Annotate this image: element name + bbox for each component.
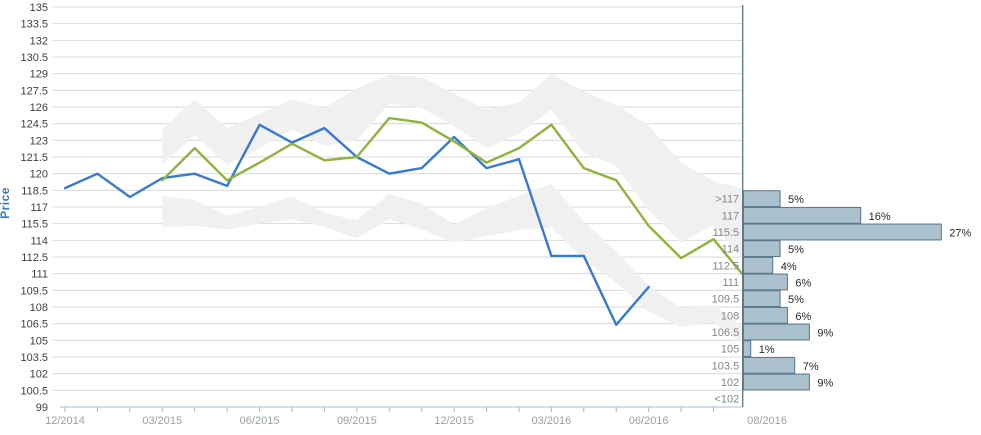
uncertainty-band-lower: [162, 183, 743, 343]
histogram-bar: [742, 223, 942, 241]
histogram-row-label: 106.5: [712, 327, 740, 339]
y-axis-label: 135: [30, 2, 48, 14]
y-axis-label: 126: [30, 102, 48, 114]
y-axis-label: 130.5: [20, 52, 48, 64]
histogram-pct-label: 5%: [788, 244, 804, 256]
x-axis-label: 03/2015: [142, 415, 182, 427]
histogram-bar: [742, 190, 781, 208]
histogram-row-label: 114: [722, 244, 740, 256]
histogram-row-label: 105: [721, 344, 739, 356]
x-axis-label: 09/2015: [337, 415, 377, 427]
y-axis-label: 123: [30, 135, 48, 147]
histogram-bar: [742, 323, 810, 341]
y-axis-label: 129: [30, 69, 48, 81]
histogram-row-label: 102: [721, 377, 739, 389]
histogram-row-label: 103.5: [712, 360, 740, 372]
histogram-pct-label: 6%: [795, 311, 811, 323]
histogram-bar: [742, 240, 781, 258]
histogram-bar: [742, 290, 781, 308]
histogram-pct-label: 1%: [759, 344, 775, 356]
x-axis-label: 06/2015: [240, 415, 280, 427]
y-axis-label: 121.5: [20, 152, 48, 164]
histogram-row-label: 109.5: [712, 294, 740, 306]
histogram-pct-label: 9%: [817, 328, 833, 340]
histogram-pct-label: 6%: [795, 278, 811, 290]
histogram-row-label: 112.5: [712, 260, 739, 272]
y-axis-label: 118.5: [21, 185, 48, 197]
histogram-pct-label: 9%: [817, 378, 833, 390]
histogram-bar: [742, 206, 862, 224]
histogram-bar: [742, 340, 752, 358]
y-axis-label: 115.5: [21, 219, 48, 231]
forecast-date-label: 08/2016: [747, 415, 787, 427]
histogram-bar: [742, 273, 788, 291]
histogram-pct-label: 4%: [781, 261, 797, 273]
histogram-pct-label: 5%: [788, 294, 804, 306]
y-axis-label: 132: [30, 35, 48, 47]
y-axis-title: Price: [0, 187, 12, 219]
y-axis-label: 124.5: [20, 119, 48, 131]
histogram-bar: [742, 356, 796, 374]
y-axis-label: 133.5: [20, 19, 48, 31]
x-axis-label: 12/2015: [434, 415, 474, 427]
y-axis-label: 120: [30, 169, 48, 181]
y-axis-label: 99: [36, 402, 48, 414]
histogram-pct-label: 16%: [869, 211, 891, 223]
x-axis-label: 03/2016: [532, 415, 572, 427]
y-axis-label: 111: [31, 269, 48, 281]
histogram-bar: [742, 256, 774, 274]
y-axis-label: 114: [30, 235, 48, 247]
x-axis-label: 12/2014: [45, 415, 85, 427]
y-axis-label: 105: [30, 335, 48, 347]
histogram-bar: [742, 373, 810, 391]
histogram-row-label: <102: [714, 394, 739, 406]
y-axis-label: 117: [30, 202, 48, 214]
histogram-row-label: >117: [715, 194, 739, 206]
y-axis-label: 102: [30, 369, 48, 381]
y-axis-label: 109.5: [20, 285, 48, 297]
y-axis-label: 112.5: [21, 252, 48, 264]
histogram-pct-label: 27%: [949, 228, 971, 240]
histogram-pct-label: 7%: [803, 361, 819, 373]
uncertainty-band-upper: [162, 73, 743, 259]
y-axis-label: 127.5: [20, 85, 48, 97]
histogram-bar: [742, 306, 788, 324]
y-axis-label: 100.5: [20, 385, 48, 397]
histogram-pct-label: 5%: [788, 194, 804, 206]
histogram-row-label: 111: [722, 277, 739, 289]
y-axis-label: 108: [30, 302, 48, 314]
histogram-row-label: 115.5: [712, 227, 739, 239]
histogram-row-label: 117: [722, 210, 740, 222]
histogram-row-label: 108: [721, 310, 739, 322]
y-axis-label: 106.5: [20, 319, 48, 331]
price-forecast-line: [161, 116, 744, 275]
y-axis-label: 103.5: [20, 352, 48, 364]
x-axis-label: 06/2016: [629, 415, 669, 427]
